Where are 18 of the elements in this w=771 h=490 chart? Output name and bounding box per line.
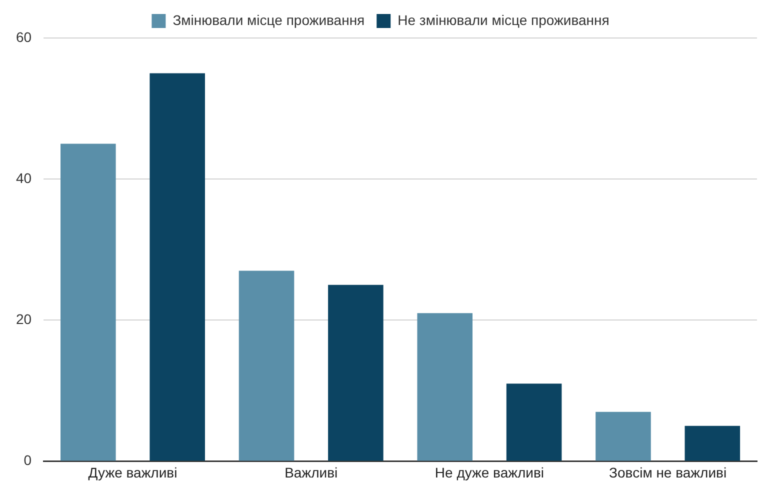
y-tick-label: 20 — [16, 310, 32, 327]
bar — [328, 284, 384, 461]
x-tick-label: Зовсім не важливі — [609, 464, 727, 480]
bar — [238, 270, 294, 461]
y-tick-label: 40 — [16, 170, 32, 186]
bar — [684, 426, 740, 461]
bar — [417, 313, 473, 461]
legend-label: Не змінювали місце проживання — [398, 12, 610, 28]
y-tick-label: 0 — [24, 452, 32, 468]
bar — [506, 384, 562, 461]
x-tick-label: Не дуже важливі — [434, 464, 544, 480]
y-tick-label: 60 — [16, 28, 32, 45]
x-tick-label: Важливі — [284, 464, 338, 480]
bar — [150, 73, 205, 461]
bar — [60, 144, 116, 461]
x-tick-label: Дуже важливі — [88, 464, 178, 480]
bar — [596, 412, 651, 461]
legend-label: Змінювали місце проживання — [172, 12, 365, 28]
